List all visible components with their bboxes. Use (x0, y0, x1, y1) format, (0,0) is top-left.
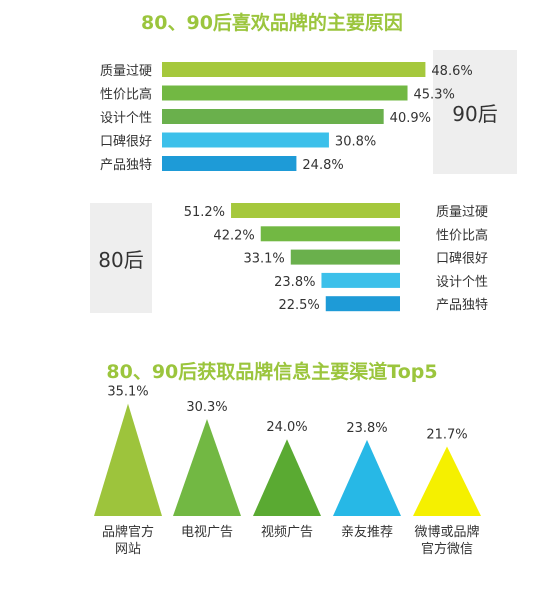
bar-value-label: 42.2% (213, 228, 254, 243)
triangle-category-label: 电视广告 (181, 525, 233, 540)
triangle-value-label: 30.3% (186, 400, 227, 415)
bar-value-label: 23.8% (274, 275, 315, 290)
bar (260, 226, 400, 242)
bar (162, 132, 329, 148)
triangle-category-label: 网站 (115, 542, 141, 557)
bar-category-label: 设计个性 (100, 111, 152, 126)
triangle-bar (253, 439, 321, 516)
bar-category-label: 性价比高 (436, 227, 488, 243)
bar-category-label: 口碑很好 (436, 251, 488, 267)
bar-category-label: 口碑很好 (100, 134, 152, 150)
bar-value-label: 33.1% (243, 252, 284, 267)
bar (162, 109, 384, 124)
bar-category-label: 性价比高 (100, 87, 152, 103)
triangle-bar (413, 446, 481, 516)
top-chart-title: 80、90后喜欢品牌的主要原因 (141, 12, 403, 34)
bar-value-label: 30.8% (335, 135, 376, 150)
triangle-category-label: 品牌官方 (102, 524, 154, 540)
bar (162, 85, 408, 101)
group-90-box: 90后 (433, 50, 517, 174)
bottom-chart-title: 80、90后获取品牌信息主要渠道Top5 (106, 361, 438, 383)
triangle-value-label: 24.0% (266, 420, 307, 435)
group-90-label: 90后 (452, 101, 498, 126)
triangle-category-label: 亲友推荐 (341, 524, 393, 540)
group-80-label: 80后 (98, 247, 144, 272)
bar-value-label: 45.3% (414, 88, 455, 103)
bar-category-label: 产品独特 (100, 158, 152, 173)
triangle-category-label: 视频广告 (261, 525, 313, 540)
group-80-box: 80后 (90, 203, 152, 313)
triangle-value-label: 21.7% (426, 428, 467, 443)
bar-value-label: 48.6% (431, 64, 472, 79)
bar-category-label: 质量过硬 (436, 205, 488, 220)
triangle-bar (173, 419, 241, 516)
bar-category-label: 产品独特 (436, 298, 488, 313)
triangle-bar (94, 403, 162, 516)
triangle-category-label: 官方微信 (421, 541, 473, 557)
bar (162, 62, 426, 77)
bar-value-label: 22.5% (278, 298, 319, 313)
triangle-bar (333, 439, 401, 516)
bar (231, 203, 400, 218)
bar (162, 156, 297, 171)
bar-value-label: 40.9% (390, 111, 431, 126)
triangle-value-label: 23.8% (346, 421, 387, 436)
bar-category-label: 质量过硬 (100, 64, 152, 79)
bar-value-label: 51.2% (184, 205, 225, 220)
bar (290, 249, 400, 265)
bar-category-label: 设计个性 (436, 275, 488, 290)
triangle-category-label: 微博或品牌 (414, 524, 479, 540)
bar (321, 272, 400, 288)
bar-value-label: 24.8% (302, 158, 343, 173)
bar (325, 296, 400, 312)
triangle-value-label: 35.1% (107, 385, 148, 400)
